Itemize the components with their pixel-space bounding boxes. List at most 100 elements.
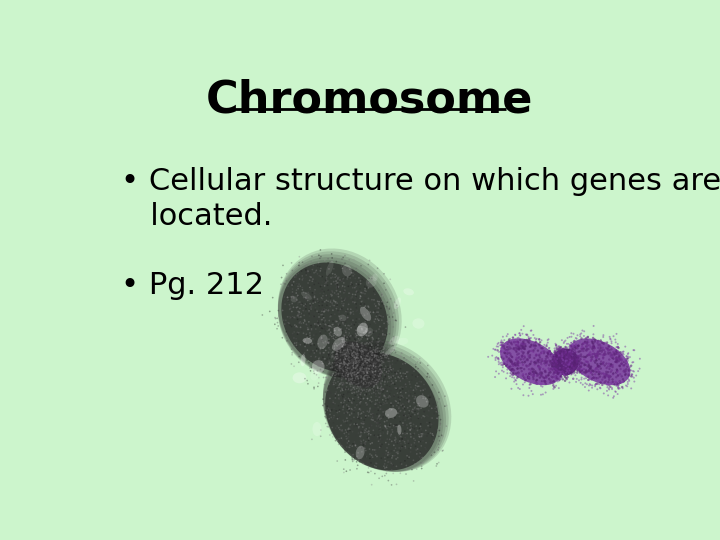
Point [355, 436, 366, 445]
Point [360, 452, 372, 461]
Point [302, 346, 313, 354]
Point [348, 408, 360, 416]
Point [329, 335, 341, 344]
Point [340, 354, 351, 363]
Point [537, 390, 549, 399]
Point [341, 432, 352, 441]
Point [359, 440, 371, 449]
Point [350, 359, 361, 367]
Point [541, 352, 552, 361]
Point [366, 351, 377, 360]
Point [340, 344, 351, 353]
Point [364, 367, 375, 376]
Point [365, 399, 377, 407]
Point [351, 264, 362, 273]
Point [323, 254, 334, 263]
Ellipse shape [413, 319, 425, 329]
Point [413, 399, 424, 408]
Point [590, 367, 602, 376]
Point [310, 322, 321, 331]
Point [490, 367, 502, 376]
Point [364, 372, 376, 381]
Point [519, 357, 531, 366]
Point [302, 279, 314, 287]
Point [361, 331, 372, 340]
Point [392, 303, 403, 312]
Point [383, 339, 395, 347]
Point [557, 358, 569, 367]
Point [354, 349, 365, 358]
Point [490, 373, 501, 381]
Point [327, 351, 338, 360]
Point [565, 342, 577, 350]
Point [324, 329, 336, 338]
Point [325, 302, 336, 310]
Point [380, 354, 392, 362]
Point [576, 366, 588, 374]
Point [597, 350, 608, 359]
Point [282, 293, 293, 302]
Point [339, 309, 351, 318]
Point [610, 377, 621, 386]
Point [363, 463, 374, 472]
Point [598, 370, 610, 379]
Point [345, 357, 356, 366]
Point [291, 296, 302, 305]
Point [362, 365, 374, 374]
Point [369, 372, 381, 381]
Point [343, 292, 354, 301]
Point [364, 445, 375, 454]
Point [429, 425, 441, 434]
Point [388, 346, 400, 354]
Point [561, 354, 572, 362]
Point [337, 335, 348, 344]
Point [354, 358, 366, 367]
Point [368, 361, 379, 369]
Point [613, 357, 624, 366]
Point [371, 380, 382, 389]
Point [379, 399, 391, 408]
Point [558, 368, 570, 377]
Point [318, 298, 329, 306]
Point [405, 430, 416, 439]
Point [361, 387, 373, 396]
Point [338, 356, 349, 364]
Point [501, 332, 513, 341]
Point [384, 305, 395, 313]
Point [364, 360, 376, 368]
Point [562, 357, 574, 366]
Point [326, 257, 338, 266]
Point [342, 353, 354, 361]
Point [556, 366, 567, 375]
Point [286, 272, 297, 280]
Point [302, 323, 313, 332]
Point [297, 286, 308, 294]
Point [340, 352, 351, 361]
Point [613, 350, 624, 359]
Point [395, 407, 406, 415]
Point [566, 369, 577, 378]
Point [361, 369, 373, 377]
Point [571, 375, 582, 383]
Point [552, 359, 563, 368]
Point [528, 340, 540, 349]
Point [377, 350, 389, 359]
Point [355, 335, 366, 343]
Point [558, 339, 570, 347]
Point [514, 329, 526, 338]
Point [571, 334, 582, 343]
Point [369, 369, 381, 378]
Point [359, 325, 370, 334]
Point [372, 346, 384, 355]
Point [345, 356, 356, 365]
Point [288, 303, 300, 312]
Point [544, 346, 555, 355]
Point [358, 289, 369, 298]
Point [398, 354, 410, 362]
Point [554, 343, 566, 352]
Point [557, 363, 568, 372]
Point [416, 462, 428, 470]
Point [347, 357, 359, 366]
Point [318, 313, 330, 322]
Point [331, 436, 343, 445]
